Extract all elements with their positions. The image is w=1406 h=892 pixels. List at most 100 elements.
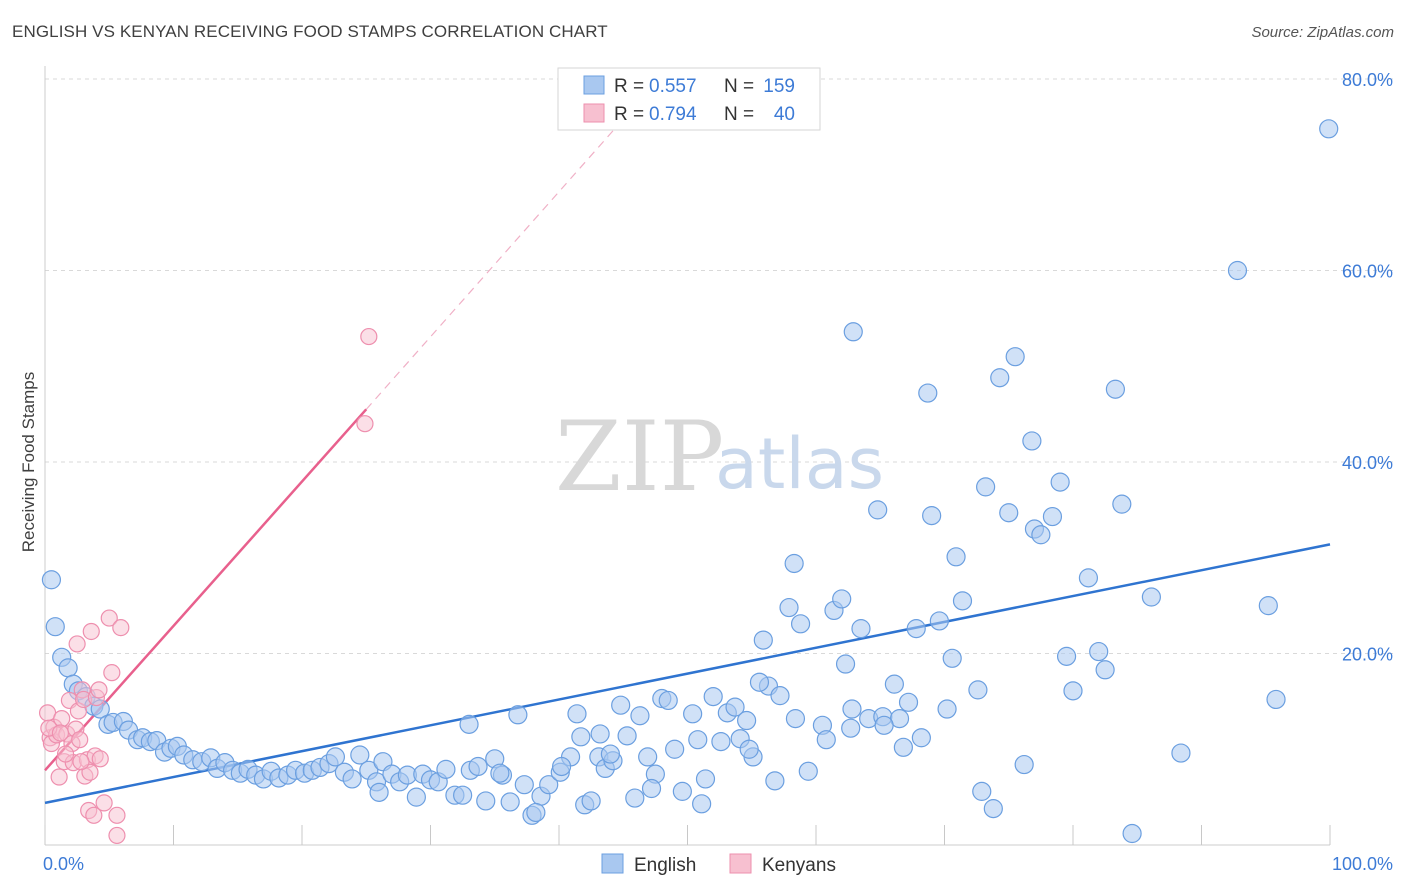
english-point	[406, 787, 426, 807]
english-point	[884, 674, 904, 694]
kenyan-point	[82, 622, 100, 641]
kenyan-point	[56, 745, 75, 763]
english-point	[1042, 506, 1063, 527]
english-point	[567, 704, 587, 724]
english-point	[590, 724, 610, 744]
english-point	[737, 710, 757, 731]
english-point	[436, 759, 456, 779]
english-point	[843, 322, 863, 342]
kenyan-point	[112, 619, 130, 637]
english-point	[937, 699, 957, 719]
english-point	[749, 672, 770, 692]
kenyan-point	[71, 731, 89, 749]
english-trend-line	[44, 543, 1331, 805]
legend-n-label: N =	[724, 104, 754, 125]
bottom-legend-label: Kenyans	[762, 855, 836, 876]
english-point	[683, 704, 703, 724]
english-point	[835, 654, 856, 674]
english-point	[325, 747, 346, 767]
kenyan-point	[50, 768, 68, 786]
legend-r-value: 0.794	[649, 104, 697, 125]
english-point	[946, 547, 966, 567]
english-point	[1063, 681, 1083, 701]
english-point	[942, 648, 962, 668]
legend-r-label: R =	[614, 76, 644, 97]
y-tick-label: 20.0%	[1342, 645, 1393, 665]
english-point	[784, 553, 804, 574]
english-point	[342, 769, 362, 789]
bottom-legend-label: English	[634, 855, 696, 876]
english-point	[1022, 431, 1042, 451]
english-point	[1258, 596, 1278, 616]
english-point	[1014, 754, 1034, 775]
english-point	[952, 591, 973, 611]
kenyan-point	[90, 681, 108, 699]
english-point	[658, 690, 678, 711]
english-point	[972, 781, 992, 801]
bottom-legend-swatch	[729, 853, 752, 874]
english-point	[990, 368, 1010, 388]
english-point	[45, 617, 65, 637]
english-point	[725, 697, 745, 717]
english-point	[790, 614, 811, 634]
english-point	[1112, 494, 1132, 514]
english-point	[1078, 568, 1099, 588]
english-point	[571, 727, 591, 747]
english-point	[770, 686, 790, 706]
english-point	[692, 794, 712, 814]
english-point	[641, 778, 662, 799]
english-point	[798, 761, 818, 781]
english-point	[695, 769, 716, 789]
english-point	[893, 737, 913, 757]
gridlines	[45, 78, 1393, 654]
english-point	[58, 658, 78, 678]
bottom-legend: English Kenyans	[601, 853, 836, 876]
y-tick-label: 80.0%	[1342, 70, 1393, 90]
english-point	[999, 503, 1019, 523]
english-point	[922, 506, 942, 526]
english-point	[906, 619, 926, 639]
english-point	[490, 763, 510, 783]
x-tick-label: 0.0%	[43, 854, 84, 874]
english-point	[625, 788, 645, 808]
english-point	[851, 619, 871, 639]
english-point	[611, 695, 631, 715]
kenyan-trend-extension	[365, 121, 622, 410]
kenyan-trend-line	[44, 408, 368, 772]
legend-r-value: 0.557	[649, 76, 697, 97]
legend-n-label: N =	[724, 76, 754, 97]
english-point	[1227, 260, 1248, 281]
english-point	[1122, 823, 1142, 844]
english-point	[638, 747, 658, 767]
english-point	[976, 477, 996, 497]
english-point	[1005, 347, 1025, 367]
legend-swatch	[583, 75, 605, 95]
legend-n-value: 159	[763, 76, 795, 97]
kenyan-point	[85, 806, 103, 824]
english-point	[476, 791, 496, 811]
legend-swatch	[583, 103, 605, 123]
kenyan-point	[68, 635, 86, 653]
english-point	[600, 744, 621, 764]
y-tick-label: 40.0%	[1342, 453, 1393, 473]
kenyan-point	[72, 753, 90, 771]
english-point	[929, 611, 949, 631]
kenyan-point	[91, 750, 109, 768]
english-point	[911, 728, 931, 748]
english-point	[765, 771, 785, 791]
english-point	[1105, 379, 1126, 399]
watermark-text: ZIP	[555, 401, 724, 513]
english-point	[1031, 525, 1051, 545]
y-tick-label: 60.0%	[1342, 262, 1393, 282]
english-point	[350, 745, 370, 765]
english-point	[508, 705, 528, 725]
english-point	[785, 709, 806, 729]
chart-title: ENGLISH VS KENYAN RECEIVING FOOD STAMPS …	[12, 22, 608, 41]
english-point	[665, 739, 685, 759]
english-point	[1319, 119, 1339, 139]
english-point	[514, 775, 534, 795]
english-point	[688, 730, 708, 750]
english-point	[779, 597, 799, 618]
source-label: Source: ZipAtlas.com	[1251, 24, 1394, 41]
